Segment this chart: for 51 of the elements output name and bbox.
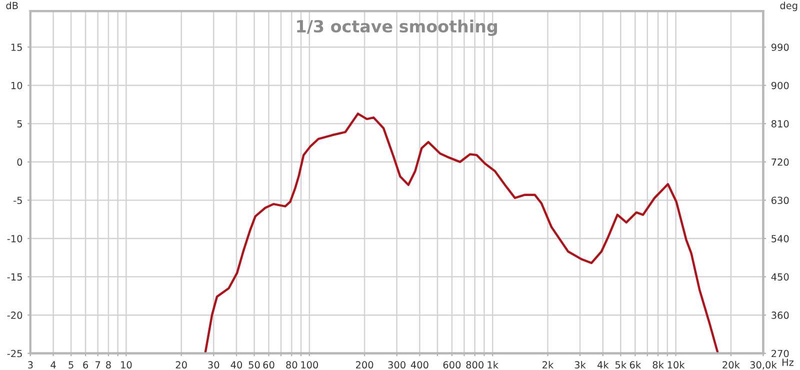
x-tick-label: 30,0k <box>750 360 777 370</box>
x-tick-label: 2k <box>542 360 554 368</box>
x-tick-label: 20k <box>722 360 740 369</box>
x-tick-label: 400 <box>410 361 428 369</box>
x-tick-label: 3k <box>574 360 586 369</box>
y2-tick-label: 270 <box>772 350 789 358</box>
x-tick-label: 100 <box>301 361 318 369</box>
x-tick-label: 200 <box>356 361 374 369</box>
y-tick-label: -10 <box>7 234 22 242</box>
x-tick-label: 4k <box>597 360 609 368</box>
x-tick-label: 1k <box>488 360 498 368</box>
y2-axis-title: deg <box>780 2 798 12</box>
x-tick-label: 5 <box>68 361 74 369</box>
y-axis-title: dB <box>6 2 18 10</box>
x-tick-label: 300 <box>388 361 406 369</box>
x-tick-label: 6 <box>83 361 88 369</box>
y2-tick-label: 810 <box>772 120 789 128</box>
text: 1/3 octave smoothing <box>297 20 497 36</box>
x-tick-label: 50 <box>248 361 260 369</box>
x-tick-label: 3 <box>28 361 33 369</box>
y2-tick-label: 450 <box>771 273 789 281</box>
x-tick-label: 8 <box>106 361 111 369</box>
y-tick-label: -5 <box>14 196 22 204</box>
y-tick-label: -15 <box>7 273 22 281</box>
x-tick-label: 60 <box>263 361 274 369</box>
y2-tick-label: 630 <box>772 196 789 204</box>
x-tick-label: 7 <box>96 361 100 368</box>
y-tick-label: 10 <box>11 82 22 90</box>
x-tick-label: 20 <box>176 361 187 369</box>
x-tick-label: 30 <box>208 361 220 369</box>
x-tick-label: 40 <box>230 361 242 369</box>
y-tick-label: 5 <box>17 120 22 128</box>
x-tick-label: 600 <box>443 361 461 369</box>
y2-tick-label: 720 <box>772 158 789 166</box>
y-tick-label: 15 <box>11 44 22 51</box>
x-tick-label: 6k <box>630 360 642 369</box>
x-tick-label: 8k <box>652 360 664 369</box>
x-axis-title: Hz <box>782 358 794 366</box>
x-tick-label: 800 <box>466 361 484 369</box>
x-tick-label: 10 <box>121 361 132 369</box>
y2-tick-label: 990 <box>771 44 789 51</box>
y2-tick-label: 360 <box>772 312 789 319</box>
y-tick-label: -20 <box>7 312 22 319</box>
y-tick-label: 0 <box>17 158 22 166</box>
x-tick-label: 4 <box>50 361 56 368</box>
x-tick-label: 5k <box>615 360 627 369</box>
y-tick-label: -25 <box>7 350 22 358</box>
x-tick-label: 10k <box>668 360 685 369</box>
y2-tick-label: 900 <box>771 82 789 90</box>
y2-tick-label: 540 <box>772 234 789 242</box>
x-tick-label: 80 <box>286 361 298 369</box>
